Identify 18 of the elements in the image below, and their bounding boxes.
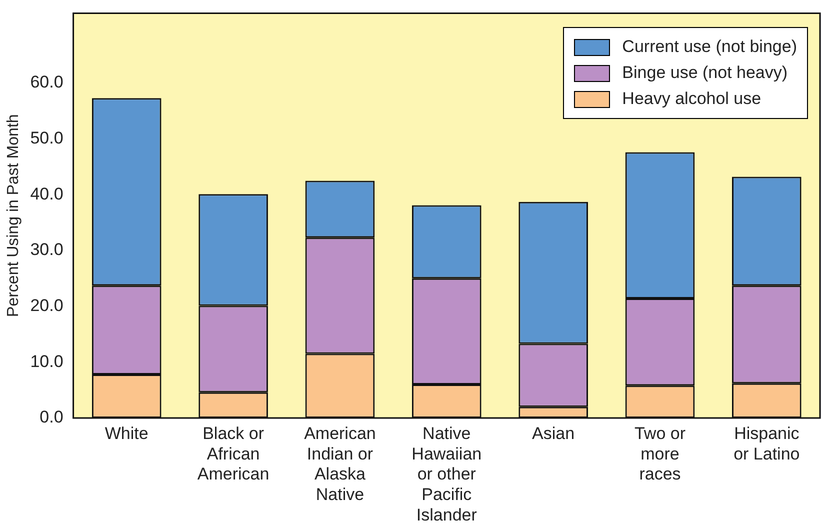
x-tick-label: White	[104, 424, 148, 443]
y-tick-label: 40.0	[30, 184, 64, 204]
y-axis-title: Percent Using in Past Month	[5, 114, 22, 317]
x-tick-label: Asian	[532, 424, 575, 443]
legend-label: Heavy alcohol use	[622, 89, 762, 110]
y-tick-label: 0.0	[40, 408, 64, 427]
y-tick-label: 50.0	[30, 128, 64, 148]
legend-label: Binge use (not heavy)	[622, 63, 788, 84]
y-tick-label: 30.0	[30, 240, 64, 260]
y-tick-label: 10.0	[30, 352, 64, 371]
x-tick-label: Hispanic or Latino	[734, 424, 800, 464]
x-tick-label: Black or African American	[197, 424, 270, 484]
x-tick-label: Native Hawaiian or other Pacific Islander	[412, 424, 482, 524]
legend-label: Current use (not binge)	[622, 37, 797, 58]
x-tick-label: American Indian or Alaska Native	[304, 424, 376, 504]
y-tick-label: 60.0	[30, 72, 64, 92]
x-tick-label: Two or more races	[634, 424, 686, 484]
y-tick-label: 20.0	[30, 296, 64, 316]
